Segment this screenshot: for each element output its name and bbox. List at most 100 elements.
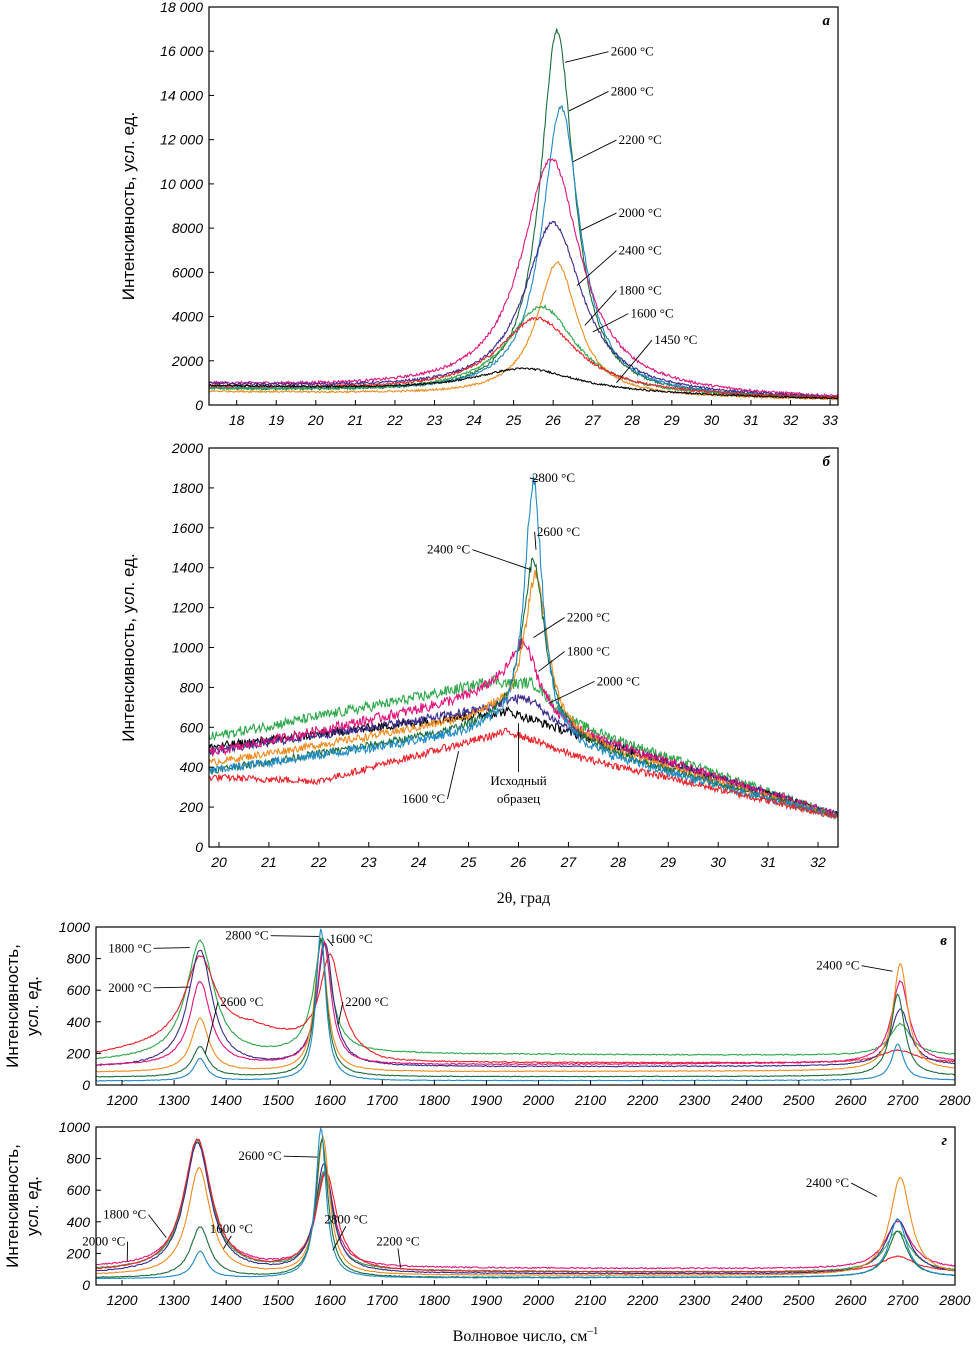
annotation-label: 2400 °C	[816, 958, 859, 973]
chart-panel-2: 20 21 22 23 24 25 26 27 28 29 30 31 32 0 200 400 600 800 1…	[119, 440, 839, 907]
series-line-7	[96, 928, 955, 1082]
x-tick-label: 23	[360, 854, 377, 870]
series-line-6	[209, 303, 838, 400]
annotation-label: 1800 °C	[619, 282, 662, 297]
x-tick-label: 30	[704, 412, 720, 428]
series-line-5	[96, 1135, 955, 1277]
x-tick-label: 32	[810, 854, 826, 870]
y-axis-label: Интенсивность, усл. ед.	[119, 553, 138, 741]
x-tick-label: 1300	[159, 1292, 190, 1308]
y-tick-label: 10 000	[160, 176, 203, 192]
y-tick-label: 2000	[171, 440, 203, 456]
x-tick-label: 2200	[626, 1092, 658, 1108]
x-tick-label: 33	[822, 412, 838, 428]
annotation-label: 2600 °C	[611, 44, 654, 59]
y-tick-label: 18 000	[160, 0, 203, 15]
chart-panel-3: 1200 1300 1400 1500 1600 1700 1800 1900 2000 2100…	[3, 919, 971, 1108]
annotation-label: 1450 °C	[654, 332, 697, 347]
x-tick-label: 1800	[419, 1092, 450, 1108]
x-tick-label: 28	[624, 412, 641, 428]
annotation-leader	[592, 313, 629, 333]
x-tick-label: 2400	[730, 1092, 762, 1108]
annotation-label: 2200 °C	[345, 994, 388, 1009]
y-tick-label: 16 000	[160, 43, 203, 59]
x-tick-label: 24	[410, 854, 427, 870]
x-tick-label: 2300	[678, 1092, 710, 1108]
series-line-3	[209, 158, 838, 398]
x-tick-label: 1800	[419, 1292, 450, 1308]
y-tick-label: 4000	[172, 309, 203, 325]
x-tick-label: 1200	[106, 1092, 137, 1108]
annotation-leader	[326, 938, 334, 947]
series-line-7	[96, 1127, 955, 1280]
x-tick-label: 25	[505, 412, 522, 428]
series-line-8	[209, 367, 838, 400]
x-tick-label: 1600	[315, 1092, 346, 1108]
y-axis-label: Интенсивность,	[3, 944, 22, 1068]
annotation-label: 2800 °C	[532, 470, 575, 485]
x-tick-label: 31	[760, 854, 776, 870]
annotation-label: 1800 °C	[103, 1207, 146, 1222]
y-tick-label: 800	[67, 951, 91, 967]
x-tick-label: 1200	[106, 1292, 137, 1308]
x-tick-label: 21	[260, 854, 277, 870]
annotation-leader	[283, 1155, 318, 1158]
x-tick-label: 2100	[574, 1292, 606, 1308]
annotation-leader	[568, 91, 609, 112]
x-tick-label: 20	[307, 412, 324, 428]
series-line-8	[209, 727, 838, 820]
annotation-leader	[337, 1001, 344, 1026]
annotation-leader	[153, 986, 190, 989]
annotation-label: 2200 °C	[567, 610, 610, 625]
annotation-label: 2000 °C	[82, 1234, 125, 1249]
x-tick-label: 1900	[471, 1292, 502, 1308]
y-tick-label: 1400	[172, 560, 203, 576]
x-tick-label: 2700	[886, 1292, 918, 1308]
series-line-3	[96, 1138, 955, 1274]
series-line-7	[209, 475, 838, 820]
annotation-leader	[148, 1214, 167, 1238]
annotation-label: Исходный	[490, 773, 546, 788]
x-tick-label: 1700	[367, 1092, 398, 1108]
y-tick-label: 14 000	[160, 87, 203, 103]
x-tick-label: 24	[465, 412, 482, 428]
annotation-label: 2400 °C	[806, 1175, 849, 1190]
annotation-label: 1600 °C	[402, 791, 445, 806]
series-line-1	[96, 1138, 955, 1270]
x-tick-label: 20	[210, 854, 227, 870]
y-tick-label: 1000	[59, 919, 90, 935]
annotation-leader	[153, 947, 190, 949]
annotation-label: 1800 °C	[567, 643, 610, 658]
annotation-leader	[534, 531, 537, 550]
annotation-leader	[332, 1226, 347, 1251]
x-tick-label: 1400	[211, 1292, 242, 1308]
chart-panel-1: 18 19 20 21 22 23 24 25 26 27 28 29 30 31 32 33 0 2000 400…	[119, 0, 839, 428]
plot-frame	[208, 6, 839, 406]
x-tick-label: 29	[663, 412, 680, 428]
x-tick-label: 1900	[471, 1092, 502, 1108]
y-axis-label: Интенсивность,	[3, 1144, 22, 1268]
y-tick-label: 600	[67, 982, 91, 998]
plot-frame	[95, 926, 956, 1086]
annotation-leader	[616, 339, 653, 384]
annotation-label: 2600 °C	[220, 994, 263, 1009]
annotation-leader	[580, 212, 617, 231]
annotation-leader	[851, 1182, 878, 1197]
annotation-leader	[584, 290, 617, 326]
series-line-5	[209, 569, 838, 821]
x-tick-label: 27	[560, 854, 578, 870]
x-tick-label: 31	[743, 412, 759, 428]
series-line-1	[209, 28, 838, 400]
y-tick-label: 1000	[172, 640, 203, 656]
annotation-label: 1600 °C	[631, 306, 674, 321]
panel-label: а	[823, 13, 831, 29]
x-axis-label: 2θ, град	[497, 890, 550, 907]
x-tick-label: 2100	[574, 1092, 606, 1108]
annotation-label: 2400 °C	[619, 243, 662, 258]
series-line-6	[96, 1137, 955, 1279]
x-tick-label: 2400	[730, 1292, 762, 1308]
x-tick-label: 28	[610, 854, 627, 870]
x-tick-label: 2600	[834, 1292, 866, 1308]
x-tick-label: 26	[544, 412, 561, 428]
